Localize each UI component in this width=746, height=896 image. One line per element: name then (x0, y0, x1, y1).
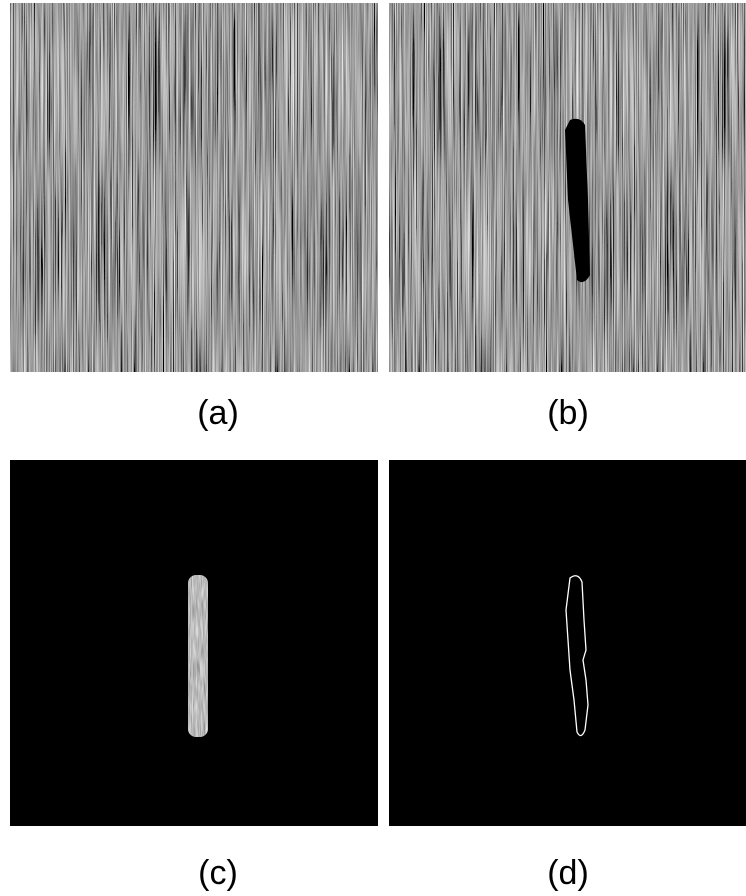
contour-image (389, 460, 746, 826)
panel-a (10, 3, 378, 372)
panel-b (389, 3, 746, 372)
caption: (c) (198, 854, 238, 892)
defect-response (188, 575, 208, 737)
caption: (d) (547, 854, 589, 892)
caption: (a) (197, 394, 239, 432)
panel-d (389, 460, 746, 826)
caption: (b) (547, 394, 589, 432)
texture-image (10, 3, 378, 372)
defect-contour (565, 575, 589, 737)
panel-c (10, 460, 378, 826)
defect-region (565, 118, 590, 283)
